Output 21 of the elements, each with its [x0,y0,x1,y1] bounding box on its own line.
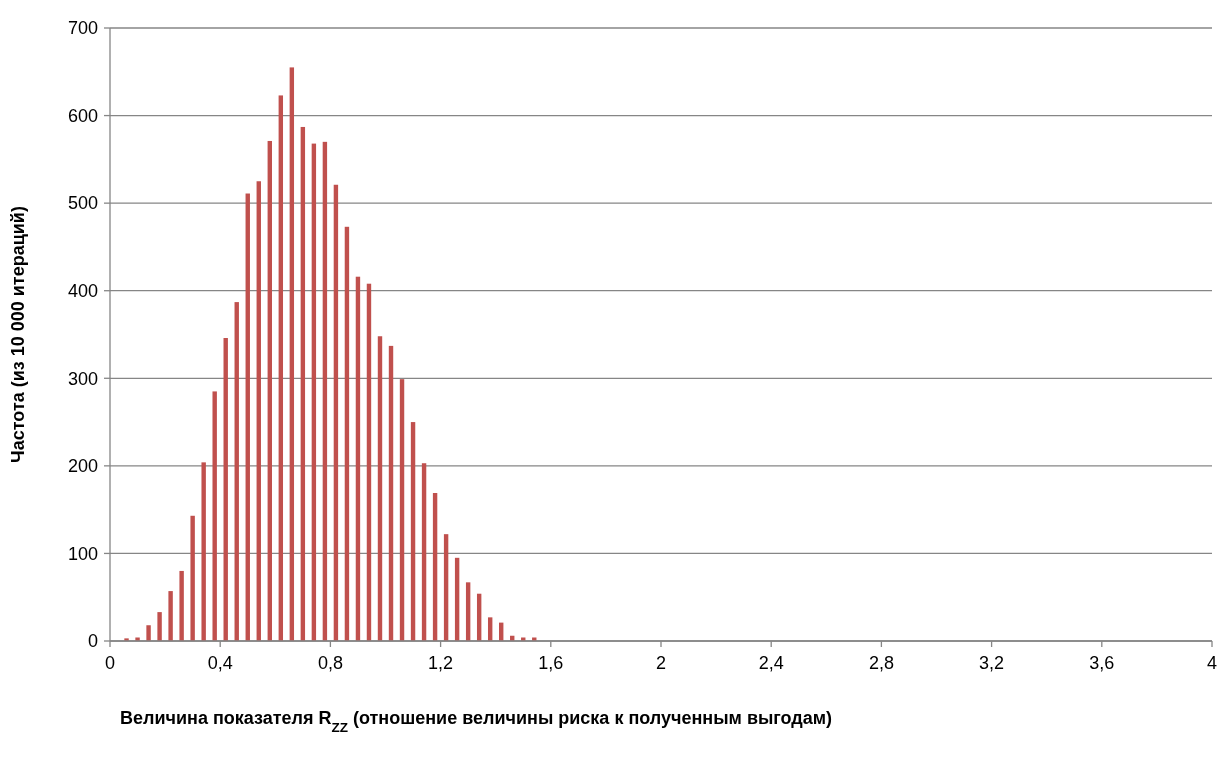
y-tick-label: 500 [67,193,98,214]
y-tick-label: 300 [67,368,98,389]
y-axis-title: Частота (из 10 000 итераций) [8,206,28,463]
x-tick-label: 0,8 [317,653,343,673]
y-tick-label: 400 [67,281,98,302]
x-tick-label: 0 [104,653,116,673]
x-tick-label: 2,4 [758,653,784,673]
y-tick-label: 600 [67,105,98,126]
x-tick-label: 3,2 [979,653,1005,673]
x-tick-label: 2 [655,653,667,673]
x-tick-label: 0,4 [207,653,233,673]
x-tick-label: 2,8 [868,653,894,673]
y-tick-label: 200 [67,456,98,477]
y-tick-label: 0 [87,631,98,652]
x-tick-label: 1,2 [428,653,454,673]
x-tick-label: 4 [1206,653,1218,673]
x-tick-label: 1,6 [538,653,564,673]
y-tick-label: 700 [67,18,98,39]
x-tick-label: 3,6 [1089,653,1115,673]
y-tick-label: 100 [67,543,98,564]
x-axis-title: Величина показателя R$_{ZZ}$ (отношение величины риска к полученным выгодам) [120,708,833,735]
